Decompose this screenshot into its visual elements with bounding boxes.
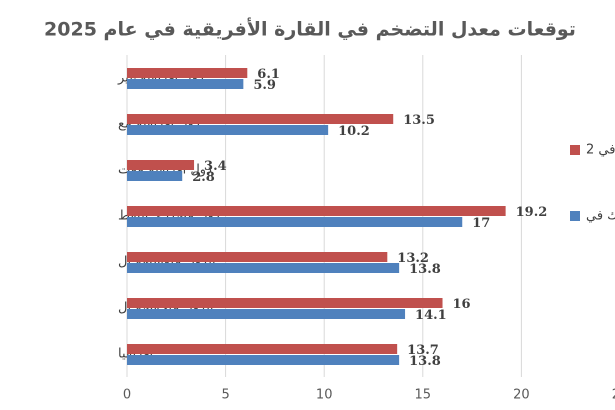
x-tick-label: 0 bbox=[123, 388, 131, 403]
x-tick-label: 5 bbox=[221, 388, 229, 403]
legend-swatch bbox=[570, 145, 580, 155]
value-label: 13.2 bbox=[397, 251, 429, 266]
value-label: 13.7 bbox=[407, 343, 439, 358]
x-tick-label: 25 bbox=[612, 388, 615, 403]
bar bbox=[127, 125, 329, 135]
bar bbox=[127, 206, 506, 216]
bar bbox=[127, 344, 398, 354]
value-label: 6.1 bbox=[257, 67, 280, 82]
legend-label: ك في bbox=[586, 209, 615, 224]
x-tick-label: 10 bbox=[316, 388, 333, 403]
value-label: 13.8 bbox=[409, 262, 441, 277]
value-label: 13.5 bbox=[403, 113, 435, 128]
bar bbox=[127, 160, 195, 170]
bar bbox=[127, 309, 406, 319]
legend-swatch bbox=[570, 211, 580, 221]
bar bbox=[127, 171, 183, 181]
value-label: 10.2 bbox=[338, 124, 370, 139]
x-tick-label: 20 bbox=[513, 388, 530, 403]
bar bbox=[127, 79, 244, 89]
legend-label: ك في 2 bbox=[586, 143, 615, 158]
bar bbox=[127, 263, 400, 273]
value-label: 2.8 bbox=[192, 170, 215, 185]
value-label: 13.8 bbox=[409, 354, 441, 369]
value-label: 5.9 bbox=[253, 78, 276, 93]
value-label: 17 bbox=[472, 216, 490, 231]
value-label: 19.2 bbox=[516, 205, 548, 220]
bar bbox=[127, 252, 388, 262]
value-label: 3.4 bbox=[204, 159, 227, 174]
value-label: 16 bbox=[453, 297, 471, 312]
bar bbox=[127, 114, 394, 124]
bar bbox=[127, 68, 248, 78]
chart-title: توقعات معدل التضخم في القارة الأفريقية ف… bbox=[44, 18, 576, 41]
value-label: 14.1 bbox=[415, 308, 447, 323]
bar bbox=[127, 217, 463, 227]
x-tick-label: 15 bbox=[415, 388, 432, 403]
bar bbox=[127, 298, 443, 308]
bar bbox=[127, 355, 400, 365]
